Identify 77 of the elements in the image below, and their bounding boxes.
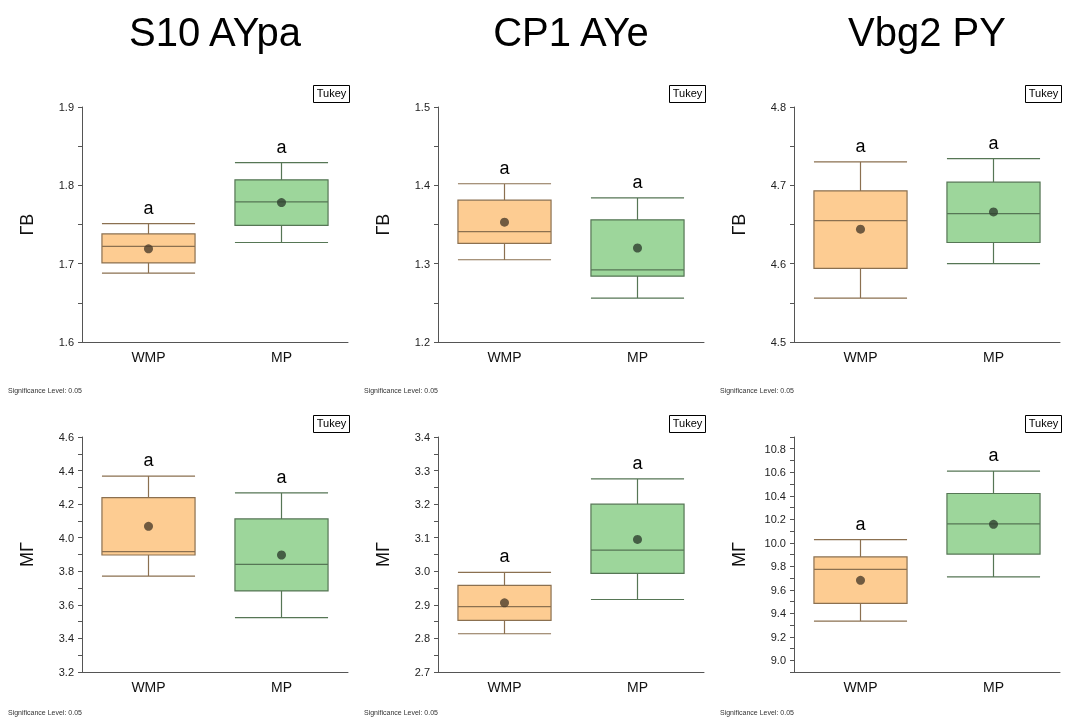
y-tick-label: 4.7 (770, 179, 786, 192)
annotation: a (988, 445, 1000, 466)
x-tick-label: WMP (487, 679, 522, 695)
y-tick-label: 2.7 (414, 666, 430, 678)
y-tick-label: 9.6 (770, 583, 786, 596)
text: Tukey (672, 417, 703, 429)
x-tick-label: MP (627, 679, 648, 695)
y-tick-label: 9.8 (770, 560, 786, 573)
y-tick-label: 4.6 (770, 257, 786, 270)
text: Tukey (1028, 87, 1059, 99)
x-tick-label: WMP (487, 349, 522, 365)
annotation: a (276, 136, 288, 157)
y-axis-title: ГВ (729, 213, 749, 236)
y-tick-label: 4.8 (770, 101, 786, 113)
y-tick-label: 10.0 (764, 536, 786, 549)
y-tick-label: 4.6 (58, 431, 74, 443)
text: Tukey (672, 87, 703, 99)
y-tick-label: 1.7 (58, 257, 74, 270)
y-axis-title: МГ (373, 541, 393, 567)
y-tick-label: 9.4 (770, 607, 786, 620)
chart-title: Vbg2 PY (848, 10, 1006, 54)
y-tick-label: 4.5 (770, 336, 786, 348)
annotation: a (499, 546, 511, 567)
annotation: a (855, 135, 867, 156)
x-tick-label: WMP (131, 349, 166, 365)
y-tick-label: 1.3 (414, 257, 430, 270)
x-tick-label: MP (271, 349, 292, 365)
x-tick-label: MP (627, 349, 648, 365)
y-tick-label: 1.4 (414, 179, 430, 192)
annotation: a (143, 197, 155, 218)
y-tick-label: 1.2 (414, 336, 430, 348)
y-axis-title: ГВ (373, 213, 393, 236)
y-tick-label: 4.0 (58, 531, 74, 544)
y-tick-label: 10.8 (764, 442, 786, 455)
annotation: a (276, 466, 288, 487)
y-tick-label: 3.8 (58, 565, 74, 578)
annotation: a (143, 450, 155, 471)
y-tick-label: 3.4 (414, 431, 430, 443)
y-tick-label: 2.9 (414, 598, 430, 611)
x-tick-label: WMP (843, 679, 878, 695)
y-tick-label: 9.0 (770, 654, 786, 667)
y-tick-label: 10.2 (764, 513, 786, 526)
annotation: a (988, 132, 1000, 153)
chart-title: CP1 AYe (493, 10, 649, 54)
y-tick-label: 3.6 (58, 598, 74, 611)
annotation: a (855, 513, 867, 534)
y-tick-label: 3.1 (414, 531, 430, 544)
annotation: a (499, 157, 511, 178)
text: Tukey (1028, 417, 1059, 429)
y-tick-label: 3.2 (58, 666, 74, 678)
y-axis-title: ГВ (17, 213, 37, 236)
annotation: a (632, 171, 644, 192)
x-tick-label: WMP (131, 679, 166, 695)
y-tick-label: 10.4 (764, 489, 786, 502)
x-tick-label: MP (983, 679, 1004, 695)
y-tick-label: 3.3 (414, 464, 430, 477)
y-axis-title: МГ (17, 541, 37, 567)
y-tick-label: 10.6 (764, 466, 786, 479)
y-tick-label: 1.9 (58, 101, 74, 113)
text: Tukey (316, 417, 347, 429)
y-tick-label: 3.0 (414, 565, 430, 578)
x-tick-label: WMP (843, 349, 878, 365)
annotation: a (632, 452, 644, 473)
y-tick-label: 1.5 (414, 101, 430, 113)
y-tick-label: 3.2 (414, 498, 430, 511)
y-tick-label: 3.4 (58, 632, 74, 645)
y-tick-label: 1.8 (58, 179, 74, 192)
y-tick-label: 9.2 (770, 630, 786, 643)
y-tick-label: 2.8 (414, 632, 430, 645)
x-tick-label: MP (271, 679, 292, 695)
x-tick-label: MP (983, 349, 1004, 365)
chart-title: S10 AYpa (129, 10, 302, 54)
y-tick-label: 4.4 (58, 464, 74, 477)
text: Tukey (316, 87, 347, 99)
y-tick-label: 1.6 (58, 336, 74, 348)
y-tick-label: 4.2 (58, 498, 74, 511)
y-axis-title: МГ (729, 541, 749, 567)
